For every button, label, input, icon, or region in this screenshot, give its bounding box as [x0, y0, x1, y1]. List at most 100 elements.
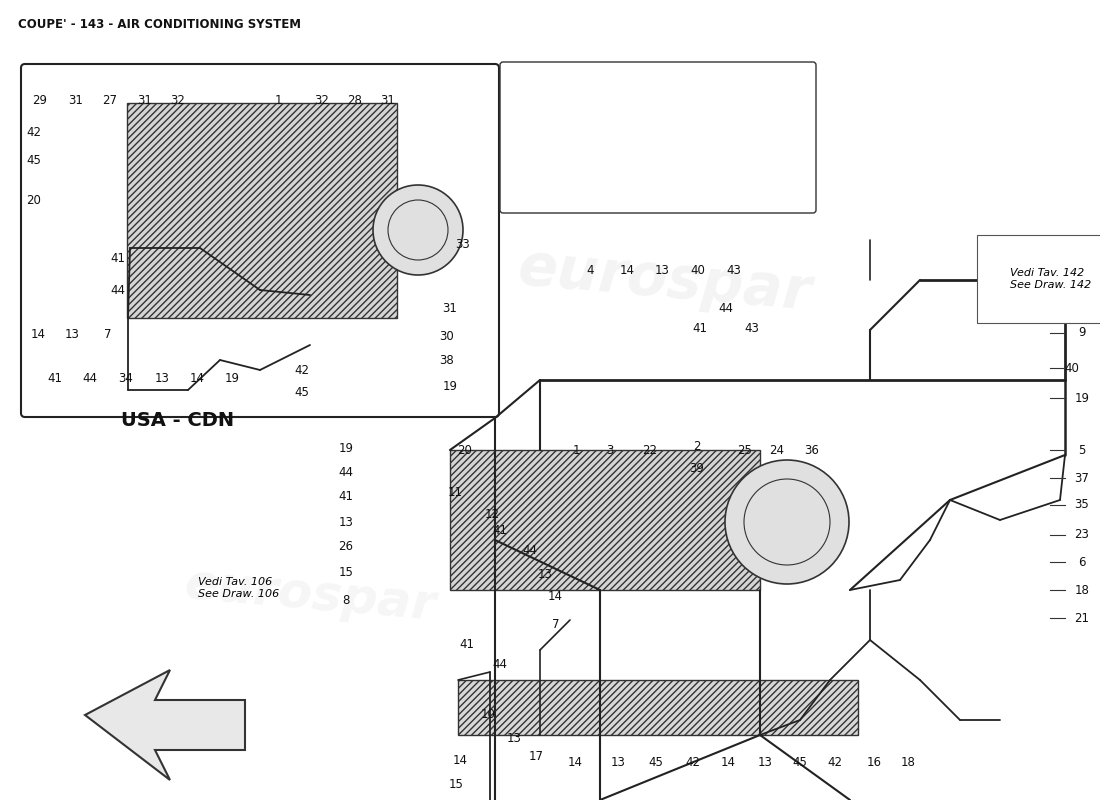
Text: 44: 44	[522, 543, 538, 557]
Text: 44: 44	[718, 302, 734, 314]
Text: 35: 35	[1075, 498, 1089, 511]
Text: 41: 41	[460, 638, 474, 651]
Text: 36: 36	[804, 443, 820, 457]
Text: 31: 31	[68, 94, 84, 106]
Text: 8: 8	[342, 594, 350, 606]
Text: COUPE' - 143 - AIR CONDITIONING SYSTEM: COUPE' - 143 - AIR CONDITIONING SYSTEM	[18, 18, 301, 31]
Text: 32: 32	[315, 94, 329, 106]
Text: 40: 40	[691, 263, 705, 277]
Circle shape	[373, 185, 463, 275]
Circle shape	[725, 460, 849, 584]
Text: 20: 20	[26, 194, 42, 206]
Text: 43: 43	[727, 263, 741, 277]
Text: 42: 42	[827, 757, 843, 770]
Text: 21: 21	[1075, 611, 1089, 625]
Text: 13: 13	[339, 515, 353, 529]
Text: 14: 14	[619, 263, 635, 277]
Text: 31: 31	[138, 94, 153, 106]
Text: eurospar: eurospar	[516, 238, 814, 322]
Text: 10: 10	[481, 709, 495, 722]
Text: 30: 30	[440, 330, 454, 343]
Text: N.B.: i tubi pos. 4, 5, 6, 7, 8, 9, 33, 34: N.B.: i tubi pos. 4, 5, 6, 7, 8, 9, 33, …	[513, 83, 748, 93]
Text: 41: 41	[693, 322, 707, 334]
Text: 45: 45	[26, 154, 42, 166]
Text: 24: 24	[770, 443, 784, 457]
Text: 13: 13	[610, 757, 626, 770]
Text: 5: 5	[1078, 443, 1086, 457]
Text: 45: 45	[649, 757, 663, 770]
Text: 2: 2	[693, 441, 701, 454]
Text: 22: 22	[642, 443, 658, 457]
Text: 42: 42	[26, 126, 42, 139]
Text: 19: 19	[442, 381, 458, 394]
Text: 42: 42	[295, 363, 309, 377]
Text: 13: 13	[507, 731, 521, 745]
Text: 27: 27	[102, 94, 118, 106]
Text: 4: 4	[586, 263, 594, 277]
Text: 9: 9	[1078, 326, 1086, 339]
Text: 13: 13	[758, 757, 772, 770]
Text: 14: 14	[568, 757, 583, 770]
Text: 28: 28	[348, 94, 362, 106]
Text: sono completi di guarnizioni: sono completi di guarnizioni	[513, 103, 670, 113]
Text: 44: 44	[110, 283, 125, 297]
Text: 17: 17	[528, 750, 543, 763]
Text: 40: 40	[1065, 362, 1079, 374]
Text: 39: 39	[690, 462, 704, 474]
Text: 31: 31	[442, 302, 458, 314]
Text: 3: 3	[606, 443, 614, 457]
Text: 13: 13	[65, 329, 79, 342]
Text: 14: 14	[720, 757, 736, 770]
Text: 25: 25	[738, 443, 752, 457]
Bar	[126, 103, 397, 318]
Text: 7: 7	[104, 329, 112, 342]
Text: 14: 14	[452, 754, 468, 766]
Text: 26: 26	[339, 541, 353, 554]
FancyBboxPatch shape	[21, 64, 499, 417]
Text: 20: 20	[458, 443, 472, 457]
Text: 6: 6	[1078, 555, 1086, 569]
Text: 1: 1	[274, 94, 282, 106]
Text: eurospar: eurospar	[183, 560, 438, 630]
Text: 18: 18	[1075, 583, 1089, 597]
Text: 45: 45	[295, 386, 309, 399]
Text: 44: 44	[82, 371, 98, 385]
Text: 14: 14	[548, 590, 562, 603]
Text: 44: 44	[339, 466, 353, 478]
Text: Vedi Tav. 106
See Draw. 106: Vedi Tav. 106 See Draw. 106	[198, 577, 279, 598]
Text: 41: 41	[47, 371, 63, 385]
Text: USA - CDN: USA - CDN	[121, 410, 234, 430]
Text: 34: 34	[119, 371, 133, 385]
Text: 13: 13	[538, 569, 552, 582]
Text: are complete of gaskets: are complete of gaskets	[513, 157, 648, 167]
Bar	[458, 680, 858, 735]
Text: 14: 14	[189, 371, 205, 385]
Text: 13: 13	[155, 371, 169, 385]
Text: 43: 43	[745, 322, 759, 334]
Text: 42: 42	[685, 757, 701, 770]
Text: 12: 12	[484, 509, 499, 522]
Text: 19: 19	[1075, 391, 1089, 405]
Text: 7: 7	[552, 618, 560, 631]
Text: 31: 31	[381, 94, 395, 106]
Text: Vedi Tav. 142
See Draw. 142: Vedi Tav. 142 See Draw. 142	[1010, 268, 1091, 290]
Polygon shape	[85, 670, 245, 780]
Text: 13: 13	[654, 263, 670, 277]
Text: 37: 37	[1075, 471, 1089, 485]
Text: 16: 16	[867, 757, 881, 770]
Text: NOTE: pipes pos. 4, 5, 6, 7, 8, 9, 33, 34: NOTE: pipes pos. 4, 5, 6, 7, 8, 9, 33, 3…	[513, 137, 758, 147]
Bar	[450, 450, 760, 590]
Text: 11: 11	[448, 486, 462, 498]
Text: 41: 41	[339, 490, 353, 503]
Text: 41: 41	[493, 523, 507, 537]
Text: 23: 23	[1075, 529, 1089, 542]
Text: 1: 1	[572, 443, 580, 457]
Text: 15: 15	[339, 566, 353, 578]
Text: 18: 18	[901, 757, 915, 770]
Text: 44: 44	[493, 658, 507, 671]
Text: 19: 19	[339, 442, 353, 454]
Text: 41: 41	[110, 251, 125, 265]
Text: 32: 32	[170, 94, 186, 106]
FancyBboxPatch shape	[500, 62, 816, 213]
Text: 33: 33	[455, 238, 471, 251]
